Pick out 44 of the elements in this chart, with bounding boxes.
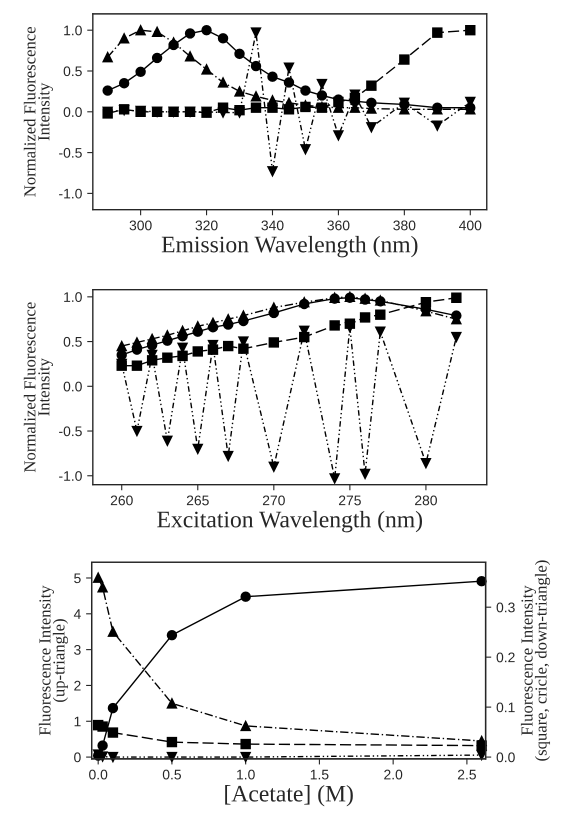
x-tick-label: 280: [415, 495, 437, 506]
y-tick-label: 0.5: [64, 336, 82, 347]
x-tick-label: 320: [196, 220, 218, 230]
x-tick-label: 2.0: [384, 770, 402, 780]
x-tick-label: 265: [186, 495, 209, 506]
x-tick-label: 0.5: [162, 770, 181, 780]
y2-tick-label: 0.2: [496, 652, 515, 662]
y-tick-label: 5: [74, 573, 81, 584]
y-tick-label: 3: [74, 644, 81, 655]
y-tick-label: -1.0: [59, 471, 82, 481]
y-tick-label: 1: [74, 716, 81, 726]
y-axis-title: Normalized Fluorescence Intensity: [24, 302, 53, 472]
y-axis-title: Fluorescence Intensity (up-triangle): [38, 585, 68, 736]
y-tick-label: 2: [74, 680, 81, 690]
x-tick-label: 400: [459, 220, 482, 230]
y-axis-title: Normalized Fluorescence Intensity: [24, 26, 53, 197]
x-tick-label: 1.0: [237, 770, 255, 780]
x-tick-label: 275: [338, 495, 361, 506]
x-tick-label: 0.0: [89, 770, 108, 780]
x-tick-label: 380: [393, 220, 416, 230]
x-axis-title: [Acetate] (M): [225, 785, 353, 806]
y-tick-label: 1.0: [64, 26, 82, 36]
y2-tick-label: 0.0: [496, 752, 515, 762]
y2-tick-label: 0.1: [496, 702, 515, 712]
y-tick-label: -0.5: [59, 148, 82, 158]
x-tick-label: 260: [110, 495, 133, 506]
x-tick-label: 270: [262, 495, 285, 506]
x-axis-title: Excitation Wavelength (nm): [157, 510, 422, 532]
y-tick-label: -0.5: [59, 426, 82, 436]
y-tick-label: 1.0: [64, 292, 82, 302]
y-tick-label: -1.0: [59, 188, 82, 199]
x-axis-title: Emission Wavelength (nm): [162, 236, 418, 258]
y-tick-label: 0.0: [64, 107, 82, 117]
y-tick-label: 0.5: [64, 66, 82, 76]
y-tick-label: 0: [74, 752, 81, 762]
x-tick-label: 1.5: [310, 770, 328, 780]
y-tick-label: 4: [74, 609, 81, 619]
x-tick-label: 300: [130, 220, 152, 230]
y2-tick-label: 0.3: [496, 602, 515, 612]
y2-axis-title: Fluorescence Intensity (square, cricle, down-triangle): [520, 560, 550, 761]
x-tick-label: 340: [261, 220, 284, 230]
x-tick-label: 2.5: [458, 770, 476, 780]
y-tick-label: 0.0: [64, 382, 82, 392]
x-tick-label: 360: [327, 220, 350, 230]
